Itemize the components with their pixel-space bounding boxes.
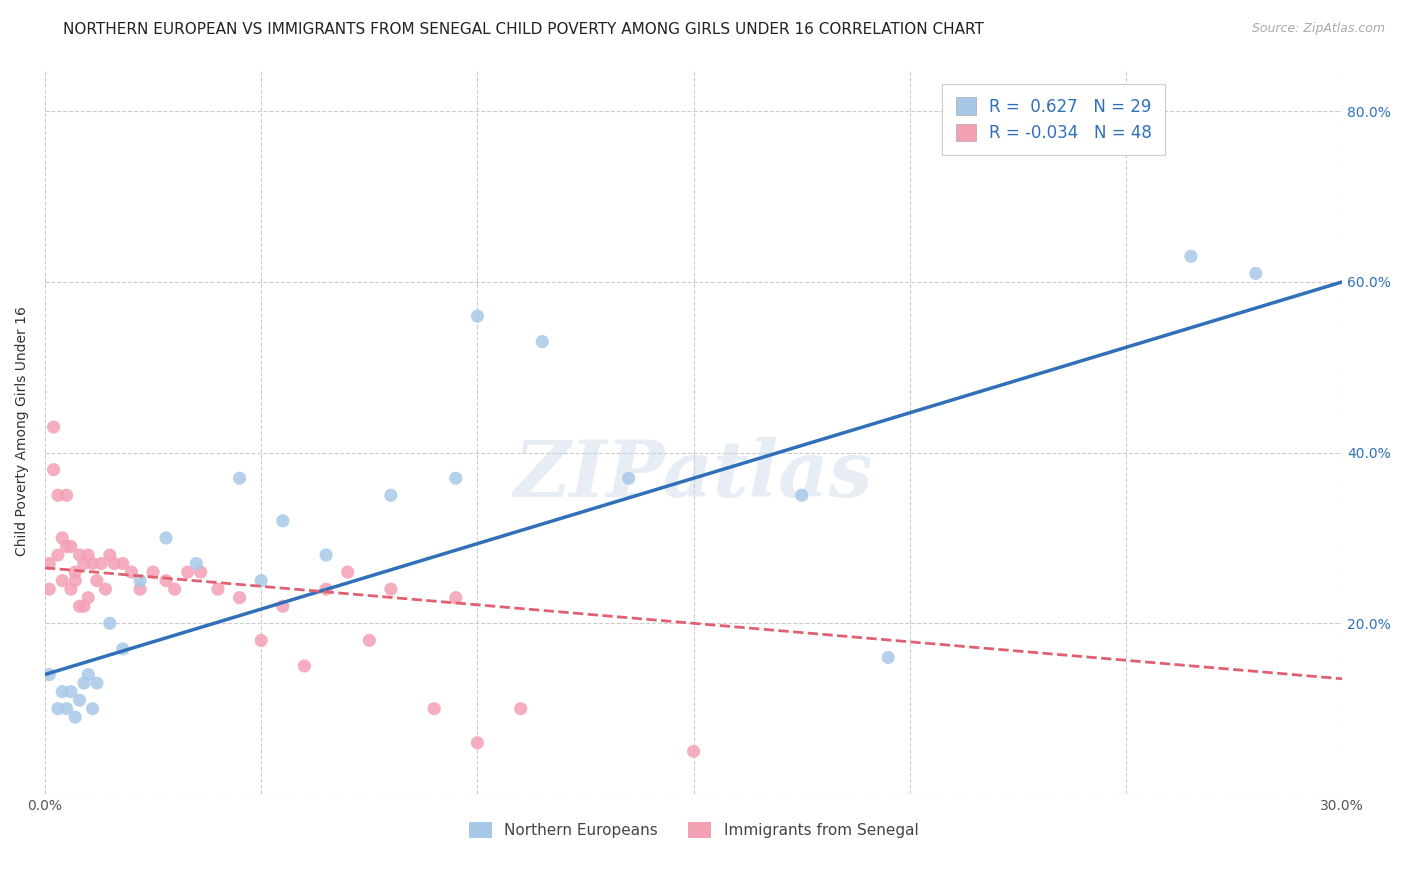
- Point: [129, 574, 152, 588]
- Point: [46, 701, 69, 715]
- Point: [65, 565, 87, 579]
- Point: [73, 557, 96, 571]
- Point: [250, 574, 273, 588]
- Point: [336, 565, 359, 579]
- Point: [790, 488, 813, 502]
- Point: [271, 599, 294, 614]
- Point: [42, 463, 65, 477]
- Point: [155, 574, 177, 588]
- Point: [531, 334, 554, 349]
- Text: ZIPatlas: ZIPatlas: [515, 436, 873, 513]
- Point: [69, 599, 91, 614]
- Point: [163, 582, 186, 597]
- Point: [86, 574, 108, 588]
- Point: [86, 676, 108, 690]
- Point: [186, 557, 208, 571]
- Point: [444, 471, 467, 485]
- Point: [38, 557, 60, 571]
- Point: [69, 693, 91, 707]
- Point: [59, 684, 82, 698]
- Point: [55, 701, 77, 715]
- Point: [380, 488, 402, 502]
- Point: [98, 616, 121, 631]
- Point: [617, 471, 640, 485]
- Point: [65, 574, 87, 588]
- Point: [38, 667, 60, 681]
- Point: [190, 565, 212, 579]
- Point: [51, 684, 73, 698]
- Point: [73, 676, 96, 690]
- Point: [51, 574, 73, 588]
- Point: [73, 599, 96, 614]
- Point: [65, 710, 87, 724]
- Point: [46, 488, 69, 502]
- Point: [509, 701, 531, 715]
- Point: [82, 557, 104, 571]
- Point: [51, 531, 73, 545]
- Point: [77, 667, 100, 681]
- Y-axis label: Child Poverty Among Girls Under 16: Child Poverty Among Girls Under 16: [15, 306, 30, 557]
- Point: [1180, 249, 1202, 263]
- Point: [82, 701, 104, 715]
- Text: Source: ZipAtlas.com: Source: ZipAtlas.com: [1251, 22, 1385, 36]
- Point: [467, 736, 489, 750]
- Point: [228, 591, 250, 605]
- Point: [228, 471, 250, 485]
- Point: [877, 650, 900, 665]
- Point: [129, 582, 152, 597]
- Point: [207, 582, 229, 597]
- Point: [111, 641, 134, 656]
- Point: [55, 488, 77, 502]
- Point: [59, 540, 82, 554]
- Point: [103, 557, 125, 571]
- Point: [423, 701, 446, 715]
- Point: [38, 582, 60, 597]
- Point: [444, 591, 467, 605]
- Point: [142, 565, 165, 579]
- Point: [467, 309, 489, 323]
- Point: [294, 659, 316, 673]
- Point: [42, 420, 65, 434]
- Point: [46, 548, 69, 562]
- Point: [69, 548, 91, 562]
- Point: [155, 531, 177, 545]
- Point: [77, 591, 100, 605]
- Point: [271, 514, 294, 528]
- Point: [250, 633, 273, 648]
- Point: [94, 582, 117, 597]
- Point: [111, 557, 134, 571]
- Text: NORTHERN EUROPEAN VS IMMIGRANTS FROM SENEGAL CHILD POVERTY AMONG GIRLS UNDER 16 : NORTHERN EUROPEAN VS IMMIGRANTS FROM SEN…: [63, 22, 984, 37]
- Point: [1244, 266, 1267, 280]
- Point: [380, 582, 402, 597]
- Point: [77, 548, 100, 562]
- Point: [176, 565, 198, 579]
- Point: [120, 565, 142, 579]
- Point: [359, 633, 381, 648]
- Point: [315, 548, 337, 562]
- Point: [55, 540, 77, 554]
- Point: [90, 557, 112, 571]
- Point: [315, 582, 337, 597]
- Point: [682, 744, 704, 758]
- Legend: Northern Europeans, Immigrants from Senegal: Northern Europeans, Immigrants from Sene…: [463, 816, 924, 845]
- Point: [59, 582, 82, 597]
- Point: [98, 548, 121, 562]
